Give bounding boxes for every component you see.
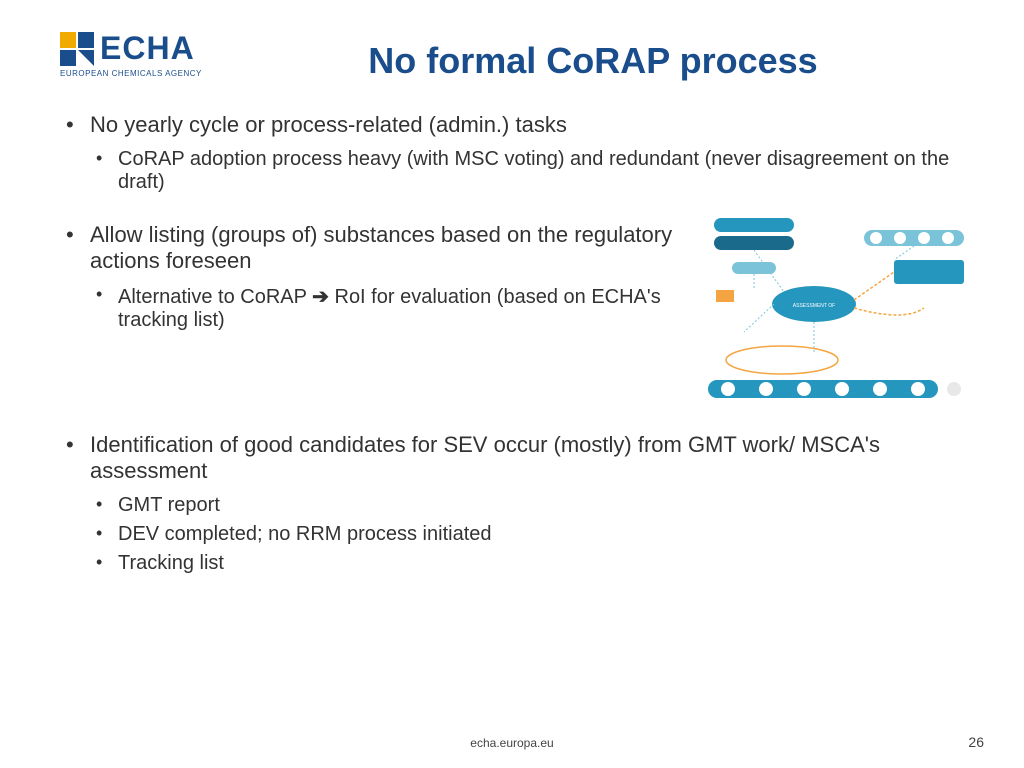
logo-subtitle: EUROPEAN CHEMICALS AGENCY [60, 69, 202, 78]
bullet-3: Identification of good candidates for SE… [90, 432, 954, 575]
bullet-3-sub-2: DEV completed; no RRM process initiated [118, 523, 954, 546]
svg-text:ASSESSMENT OF: ASSESSMENT OF [793, 303, 835, 309]
bullet-2-sub-1: Alternative to CoRAP ➔ RoI for evaluatio… [118, 284, 684, 332]
slide-content: No yearly cycle or process-related (admi… [0, 92, 1024, 575]
bullet-2-text: Allow listing (groups of) substances bas… [90, 222, 672, 273]
bullet-1-text: No yearly cycle or process-related (admi… [90, 112, 567, 137]
echa-logo: ECHA EUROPEAN CHEMICALS AGENCY [60, 30, 202, 78]
logo-mark-icon [60, 32, 94, 66]
bullet-1: No yearly cycle or process-related (admi… [90, 112, 954, 194]
page-number: 26 [968, 734, 984, 750]
logo-text: ECHA [100, 30, 195, 67]
bullet-1-sub-1: CoRAP adoption process heavy (with MSC v… [118, 148, 954, 194]
bullet-3-sub-1: GMT report [118, 494, 954, 517]
footer-url: echa.europa.eu [0, 736, 1024, 750]
process-diagram-icon: ASSESSMENT OF [694, 212, 974, 412]
bullet-3-text: Identification of good candidates for SE… [90, 432, 880, 483]
bullet-2: Allow listing (groups of) substances bas… [90, 222, 684, 332]
slide-title: No formal CoRAP process [202, 30, 964, 82]
bullet-3-sub-3: Tracking list [118, 552, 954, 575]
arrow-right-icon: ➔ [312, 286, 329, 308]
